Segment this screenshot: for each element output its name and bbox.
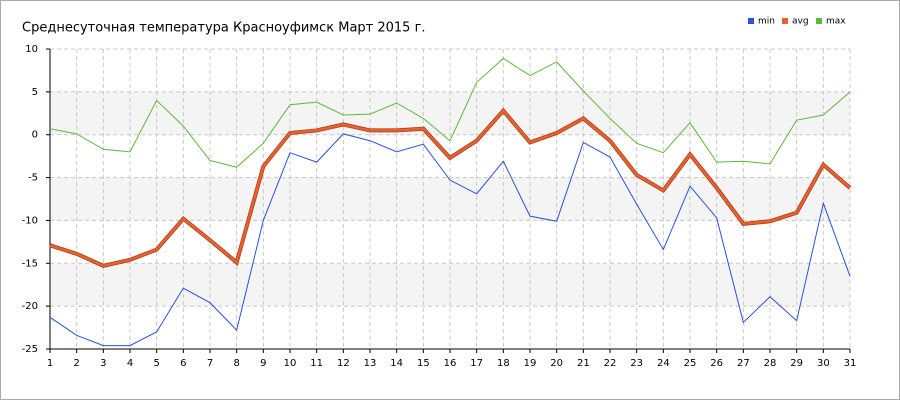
- y-tick-label: -15: [22, 258, 38, 269]
- x-tick-label: 10: [284, 358, 297, 369]
- line: [49, 133, 851, 347]
- line: [49, 108, 851, 268]
- y-tick-label: -20: [22, 301, 38, 312]
- x-tick-label: 13: [364, 358, 377, 369]
- y-tick-label: 10: [25, 44, 38, 55]
- x-tick-label: 1: [47, 358, 53, 369]
- line: [49, 57, 851, 168]
- y-tick-label: 0: [32, 130, 38, 141]
- x-tick-label: 21: [577, 358, 590, 369]
- x-tick-label: 26: [710, 358, 723, 369]
- x-tick-label: 15: [417, 358, 430, 369]
- x-tick-label: 20: [550, 358, 563, 369]
- legend-label: max: [826, 17, 846, 27]
- x-tick-label: 11: [310, 358, 323, 369]
- legend-swatch: [816, 18, 822, 24]
- x-tick-label: 7: [207, 358, 213, 369]
- x-tick-label: 8: [233, 358, 239, 369]
- x-tick-label: 31: [844, 358, 857, 369]
- y-tick-label: -25: [22, 344, 38, 355]
- legend-swatch: [748, 18, 754, 24]
- x-tick-label: 19: [524, 358, 537, 369]
- chart-title: Среднесуточная температура Красноуфимск …: [22, 21, 426, 36]
- x-tick-label: 12: [337, 358, 350, 369]
- x-tick-label: 14: [390, 358, 403, 369]
- x-tick-label: 28: [764, 358, 777, 369]
- legend-label: min: [758, 17, 775, 27]
- legend-label: avg: [792, 17, 809, 27]
- x-tick-label: 18: [497, 358, 510, 369]
- x-tick-label: 2: [73, 358, 79, 369]
- x-tick-label: 9: [260, 358, 266, 369]
- x-tick-label: 3: [100, 358, 106, 369]
- y-tick-label: -5: [28, 173, 38, 184]
- band: [50, 263, 850, 307]
- x-tick-label: 24: [657, 358, 670, 369]
- y-tick-label: -10: [22, 215, 38, 226]
- x-tick-label: 17: [470, 358, 483, 369]
- x-tick-label: 23: [630, 358, 643, 369]
- x-tick-label: 29: [790, 358, 803, 369]
- x-tick-label: 30: [817, 358, 830, 369]
- x-tick-label: 27: [737, 358, 750, 369]
- x-tick-label: 16: [444, 358, 457, 369]
- x-tick-label: 22: [604, 358, 617, 369]
- x-tick-label: 5: [153, 358, 159, 369]
- x-tick-label: 25: [684, 358, 697, 369]
- x-tick-label: 4: [127, 358, 133, 369]
- x-tick-label: 6: [180, 358, 186, 369]
- y-tick-label: 5: [32, 87, 38, 98]
- legend-swatch: [782, 18, 788, 24]
